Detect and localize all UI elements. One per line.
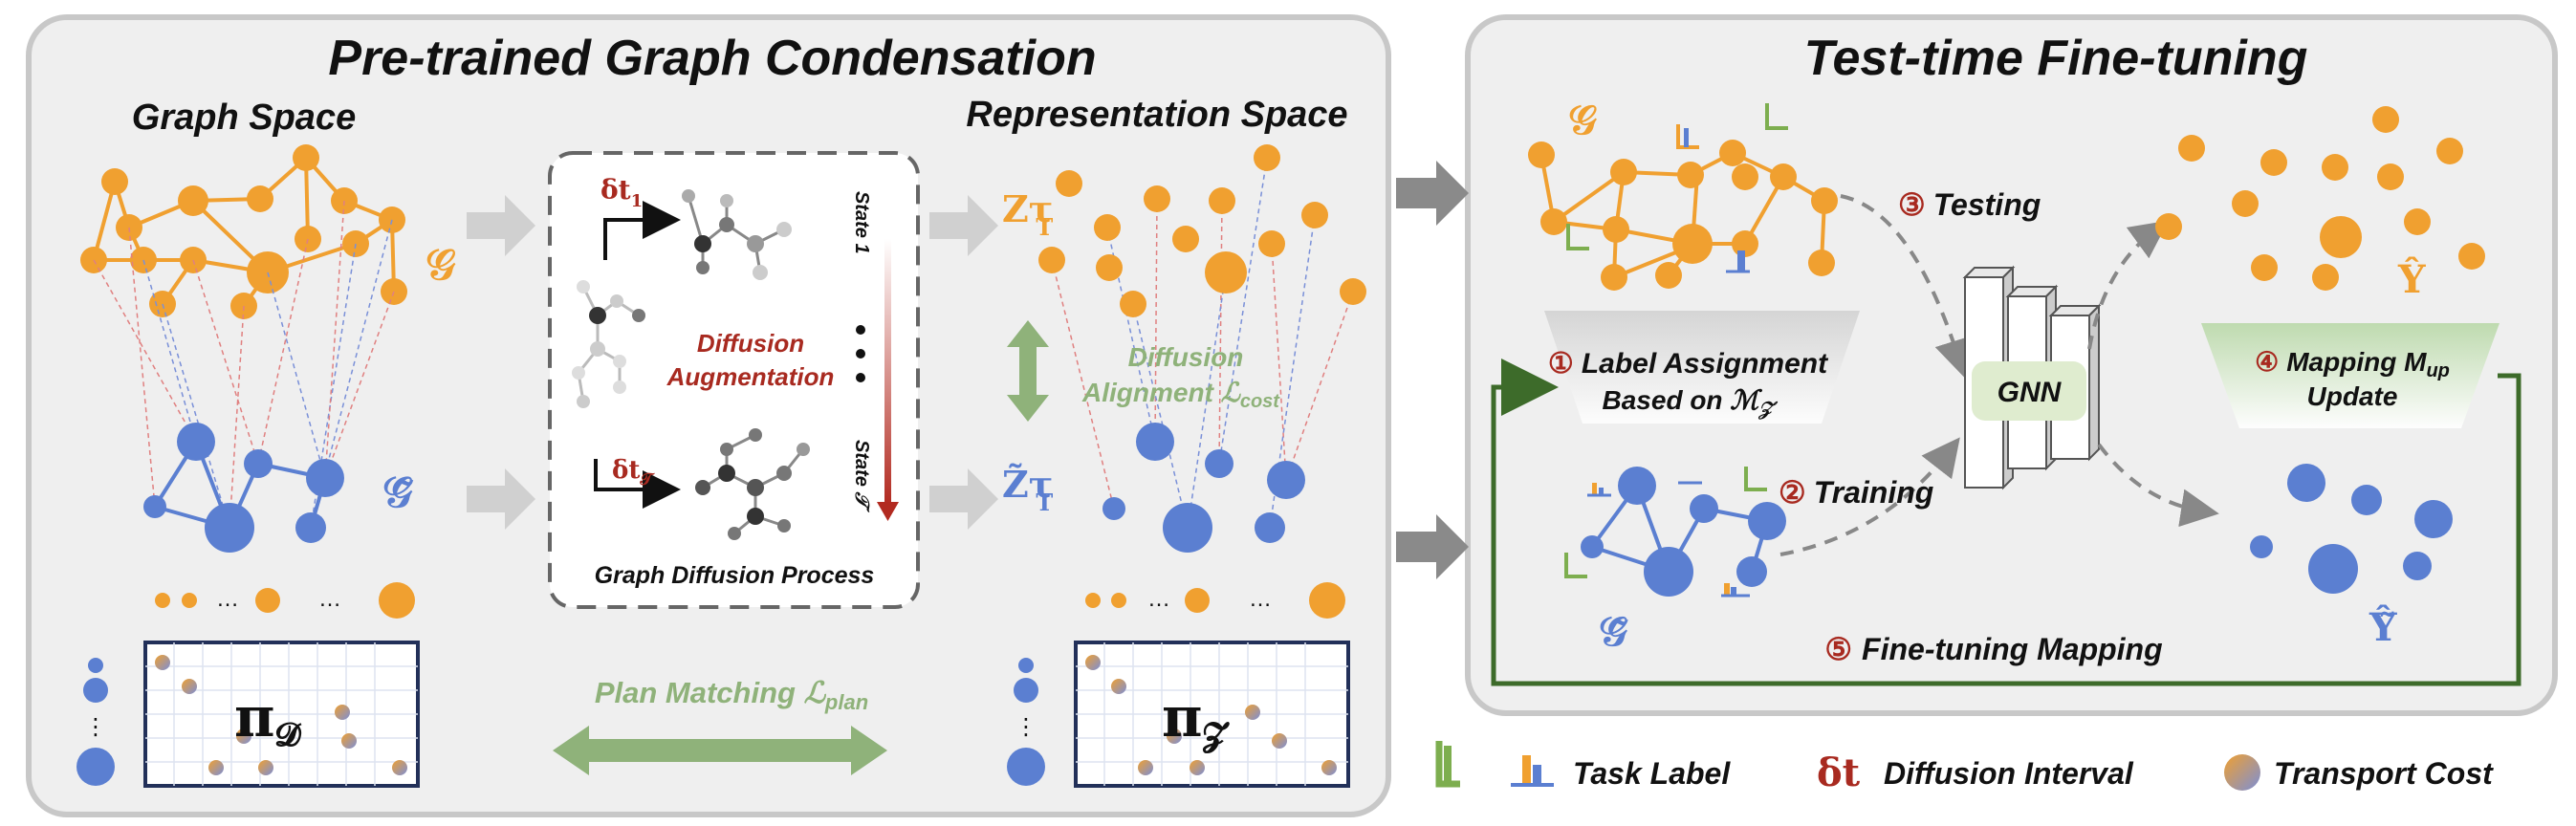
diffusion-process-caption: Graph Diffusion Process <box>595 562 875 589</box>
arrow-to-finetuning-bottom <box>1396 514 1469 579</box>
arrow-condensed-to-diffusion <box>467 468 535 530</box>
arrow-diffusion-to-z <box>929 195 998 256</box>
legend-task-label: Task Label <box>1573 756 1731 791</box>
representation-ztilde-nodes <box>1102 423 1305 553</box>
pi-d-label: π𝓓 <box>234 685 301 754</box>
gnn-stack <box>1962 265 2102 490</box>
plan-matching-double-arrow <box>553 726 887 775</box>
legend-diffusion-interval: Diffusion Interval <box>1884 756 2134 791</box>
z-symbol: ZτT <box>1002 187 1053 241</box>
ft-condensed-graph <box>1581 467 1786 597</box>
original-graph <box>80 144 407 319</box>
y-hat-nodes <box>2155 106 2485 291</box>
stateT-label: State 𝒯 <box>851 440 872 512</box>
graph-tilde-symbol: 𝒢̃ <box>382 468 413 517</box>
legend-delta-t: δt <box>1817 750 1861 795</box>
alignment-line2: Alignment ℒcost <box>1081 378 1280 412</box>
step3-label: ③ Testing <box>1898 187 2041 222</box>
delta-t1-arrow <box>603 201 681 260</box>
plan-matching-label: Plan Matching ℒplan <box>595 676 868 714</box>
pi-d-top-ellipsis-1: … <box>216 586 239 612</box>
gnn-to-yhat-arrow <box>2087 220 2169 350</box>
representation-space-heading: Representation Space <box>966 95 1347 135</box>
pi-z-left-vdots: ⋮ <box>1015 714 1037 740</box>
pi-z-top-ellipsis-2: … <box>1249 586 1272 612</box>
step5-label: ⑤ Fine-tuning Mapping <box>1824 632 2162 666</box>
state-gradient-arrow <box>884 239 891 505</box>
step2-label: ② Training <box>1779 475 1933 510</box>
diffusion-aug-line2: Augmentation <box>666 362 835 391</box>
step1-label: ① Label Assignment <box>1548 348 1829 380</box>
molecule-initial <box>572 280 645 408</box>
alignment-double-arrow <box>1007 320 1049 422</box>
molecule-state1 <box>682 189 792 280</box>
pi-z-matrix: … … ⋮ π𝓩 <box>1007 582 1350 788</box>
molecule-stateT <box>695 428 810 540</box>
representation-z-nodes <box>1038 144 1366 317</box>
arrow-to-finetuning-top <box>1396 161 1469 226</box>
graph-space-heading: Graph Space <box>132 98 356 138</box>
z-tilde-symbol: Z̃τT <box>1002 463 1053 516</box>
state-dots <box>856 325 865 382</box>
condensed-graph <box>143 423 344 553</box>
fine-tuning-loop-arrow <box>1491 359 2521 686</box>
ft-original-graph <box>1528 140 1838 291</box>
delta-t1-label: δt1 <box>600 174 643 211</box>
pi-d-top-ellipsis-2: … <box>318 586 341 612</box>
pi-d-left-vdots: ⋮ <box>84 714 107 740</box>
step1-label-line2: Based on ℳ𝒵 <box>1603 385 1779 420</box>
pi-z-top-ellipsis-1: … <box>1147 586 1170 612</box>
delta-tT-arrow <box>594 459 681 509</box>
label-assignment-fade <box>1544 311 1860 424</box>
right-panel-title: Test-time Fine-tuning <box>1804 31 2308 86</box>
left-panel-title: Pre-trained Graph Condensation <box>328 31 1096 86</box>
pi-d-matrix: … … ⋮ π𝓓 <box>76 582 420 788</box>
step4-label-line2: Update <box>2307 381 2398 411</box>
alignment-line1: Diffusion <box>1128 342 1244 372</box>
y-hat-tilde-symbol: Ŷ̃ <box>2369 605 2397 650</box>
state1-label: State 1 <box>851 191 872 254</box>
arrow-diffusion-to-ztilde <box>929 468 998 530</box>
ft-graph-tilde-symbol: 𝒢̃ <box>1599 608 1628 655</box>
y-hat-symbol: Ŷ <box>2397 257 2426 302</box>
graph-symbol: 𝒢 <box>426 241 456 290</box>
gnn-label: GNN <box>1997 377 2063 408</box>
y-hat-tilde-nodes <box>2250 464 2453 594</box>
task-label-icons-bottom <box>1564 467 1767 598</box>
delta-tT-label: δt𝒯 <box>612 456 655 489</box>
arrow-graph-to-diffusion <box>467 195 535 256</box>
diffusion-aug-line1: Diffusion <box>697 329 804 358</box>
step4-label: ④ Mapping Mup <box>2255 347 2450 381</box>
state-arrow-head <box>877 502 899 521</box>
graph-mapping-lines <box>93 200 395 529</box>
legend-transport-cost-icon <box>2224 754 2260 791</box>
legend-transport-cost: Transport Cost <box>2274 756 2494 791</box>
training-arrow <box>1779 437 1960 556</box>
mapping-update-fade <box>2201 323 2500 428</box>
task-label-icons-top <box>1566 103 1788 273</box>
diffusion-box <box>548 151 920 609</box>
ft-graph-symbol: 𝒢 <box>1568 97 1597 143</box>
legend-task-label-icon <box>1435 741 1554 788</box>
